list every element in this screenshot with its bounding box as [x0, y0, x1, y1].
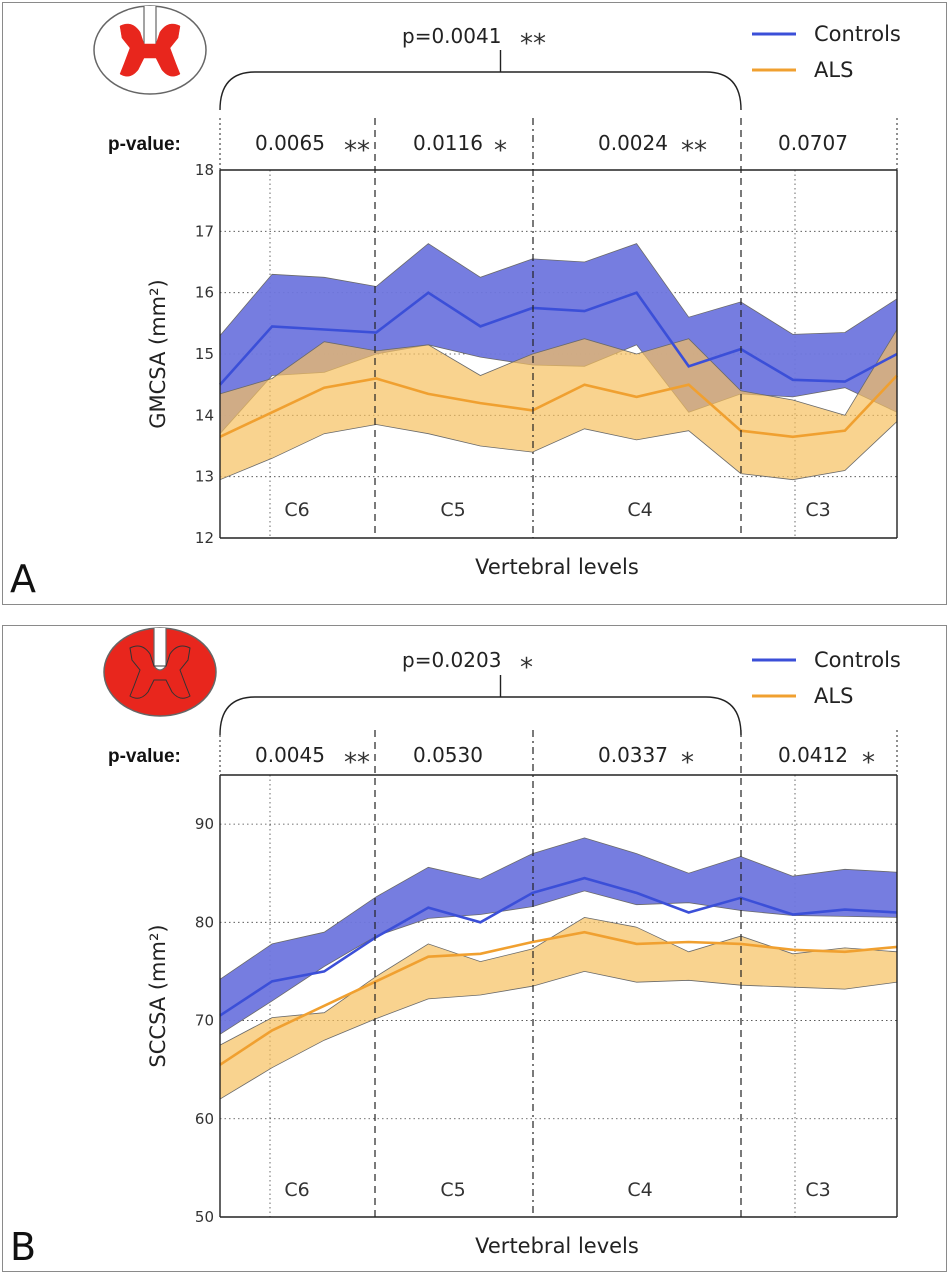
y-axis-label: GMCSA (mm²): [146, 279, 170, 429]
significance-stars-c3: *: [862, 748, 875, 778]
p-value-label: p-value:: [108, 746, 181, 767]
gray-matter-shape: [129, 645, 191, 699]
y-tick-label: 90: [195, 815, 214, 833]
y-tick-label: 13: [195, 468, 214, 486]
line-als: [219, 930, 898, 1066]
y-tick-label: 17: [195, 222, 214, 240]
p-value-c3: 0.0707: [778, 131, 848, 155]
p-value-c6: 0.0045: [255, 743, 325, 767]
line-controls: [219, 876, 898, 1017]
y-tick-label: 50: [195, 1208, 214, 1226]
significance-stars-c4: *: [681, 748, 694, 778]
legend-label-als: ALS: [814, 58, 853, 82]
gray-matter-shape: [119, 23, 181, 77]
level-label-c6: C6: [284, 1179, 309, 1201]
overall-p-value: p=0.0041: [402, 24, 501, 48]
p-value-c5: 0.0116: [413, 131, 483, 155]
level-label-c3: C3: [805, 499, 830, 521]
level-label-c4: C4: [627, 499, 652, 521]
significance-stars-c6: **: [344, 136, 370, 166]
legend-label-controls: Controls: [814, 22, 901, 46]
panel-letter: B: [10, 1225, 36, 1269]
significance-stars-c6: **: [344, 748, 370, 778]
line-als: [219, 374, 898, 439]
p-value-c3: 0.0412: [778, 743, 848, 767]
p-value-c4: 0.0337: [598, 743, 668, 767]
chart-a: 12 13 14 15 16 17 18 C6 C5 C4 C3 p-value: 0.0065 ** 0.…: [10, 5, 901, 601]
level-label-c4: C4: [627, 1179, 652, 1201]
y-tick-label: 12: [195, 529, 214, 547]
p-value-c5: 0.0530: [413, 743, 483, 767]
y-tick-label: 18: [195, 161, 214, 179]
y-tick-label: 70: [195, 1012, 214, 1030]
spinal-cord-whole-icon: [103, 627, 217, 717]
x-axis-label: Vertebral levels: [475, 555, 639, 579]
overall-significance-stars: *: [520, 653, 533, 683]
spinal-cord-gray-matter-icon: [93, 5, 207, 95]
p-value-c6: 0.0065: [255, 131, 325, 155]
significance-stars-c4: **: [681, 136, 707, 166]
level-label-c3: C3: [805, 1179, 830, 1201]
level-label-c5: C5: [440, 499, 465, 521]
y-tick-label: 60: [195, 1110, 214, 1128]
legend-label-als: ALS: [814, 684, 853, 708]
line-controls: [219, 291, 898, 386]
level-label-c5: C5: [440, 1179, 465, 1201]
overall-bracket: [219, 696, 742, 736]
overall-bracket: [219, 71, 742, 111]
panel-letter: A: [10, 557, 36, 601]
y-axis-label: SCCSA (mm²): [146, 924, 170, 1067]
median-fissure: [143, 6, 157, 49]
y-tick-label: 14: [195, 406, 214, 424]
significance-stars-c5: *: [494, 136, 507, 166]
x-axis-label: Vertebral levels: [475, 1234, 639, 1258]
y-tick-label: 15: [195, 345, 214, 363]
p-value-label: p-value:: [108, 134, 181, 155]
y-tick-label: 80: [195, 913, 214, 931]
legend-label-controls: Controls: [814, 648, 901, 672]
level-label-c6: C6: [284, 499, 309, 521]
p-value-c4: 0.0024: [598, 131, 668, 155]
y-tick-label: 16: [195, 284, 214, 302]
median-fissure: [153, 628, 167, 671]
overall-significance-stars: **: [520, 29, 546, 59]
overall-p-value: p=0.0203: [402, 648, 501, 672]
